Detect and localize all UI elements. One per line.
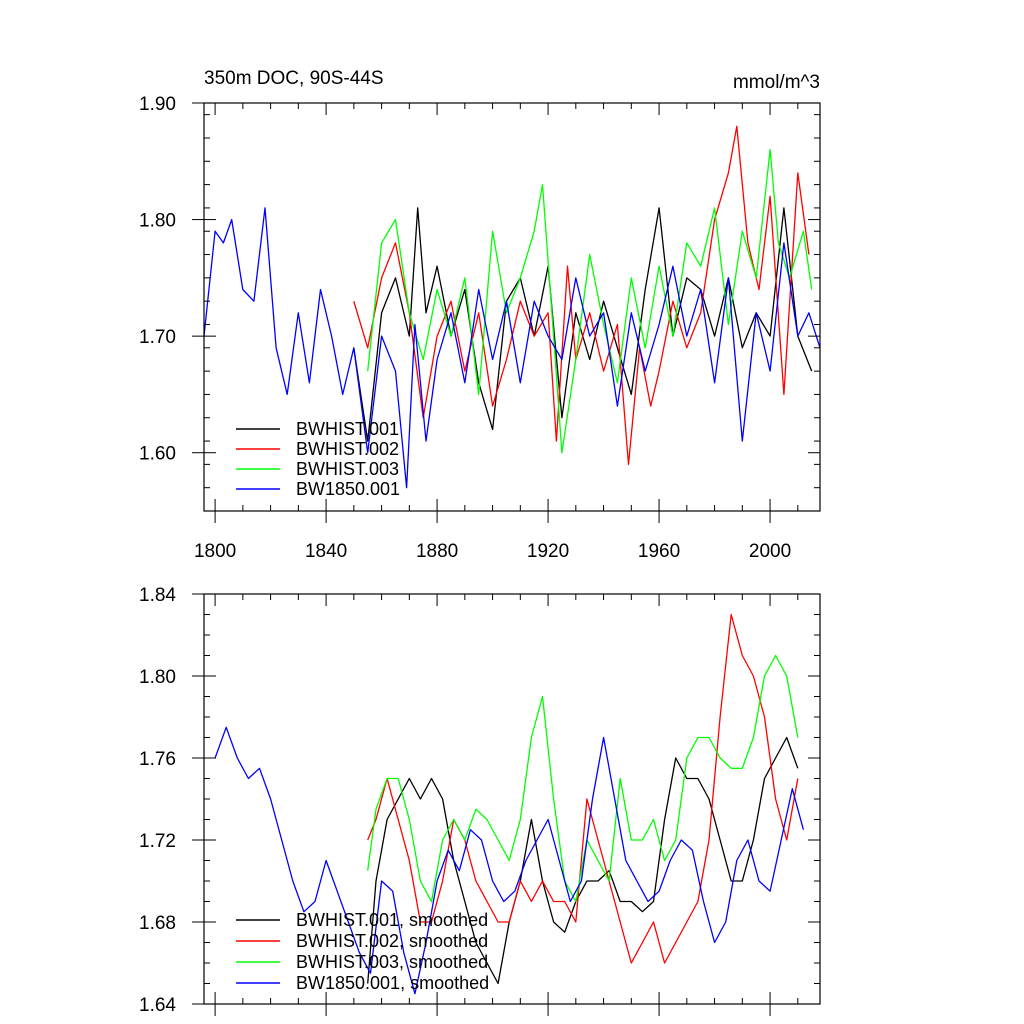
legend-label: BWHIST.003 bbox=[296, 459, 399, 479]
x-tick-label: 1840 bbox=[305, 541, 347, 562]
legend-label: BWHIST.002 bbox=[296, 439, 399, 459]
y-tick-label: 1.84 bbox=[139, 585, 176, 606]
y-tick-label: 1.60 bbox=[139, 444, 176, 465]
x-tick-label: 2000 bbox=[749, 541, 791, 562]
series-line-bwhist-002 bbox=[353, 125, 810, 466]
legend-label: BWHIST.001, smoothed bbox=[296, 910, 488, 930]
top-panel-series bbox=[203, 125, 821, 489]
top-panel-title: 350m DOC, 90S-44S bbox=[204, 68, 384, 89]
series-line-bw1850-001 bbox=[203, 207, 821, 489]
legend-label: BWHIST.001 bbox=[296, 419, 399, 439]
series-line-bwhist-003 bbox=[367, 148, 813, 454]
bottom-panel-series bbox=[214, 613, 805, 995]
y-tick-label: 1.90 bbox=[139, 94, 176, 115]
top-panel: 350m DOC, 90S-44S mmol/m^3 1800 1840 1880 1… bbox=[139, 68, 821, 562]
units-label: mmol/m^3 bbox=[733, 72, 820, 93]
x-tick-label: 1800 bbox=[194, 541, 236, 562]
y-tick-label: 1.68 bbox=[139, 913, 176, 934]
series-line-bwhist-003 bbox=[367, 654, 799, 903]
series-line-bwhist-001 bbox=[353, 207, 813, 442]
y-tick-label: 1.72 bbox=[139, 831, 176, 852]
x-tick-label: 1960 bbox=[638, 541, 680, 562]
series-line-bw1850-001 bbox=[214, 726, 805, 995]
series-line-bwhist-001 bbox=[367, 736, 799, 985]
bottom-panel-ticks: 1.64 1.68 1.72 1.76 1.80 1.84 bbox=[139, 585, 820, 1016]
x-tick-label: 1880 bbox=[416, 541, 458, 562]
legend-label: BWHIST.003, smoothed bbox=[296, 952, 488, 972]
bottom-panel: 1.64 1.68 1.72 1.76 1.80 1.84 BWHIST.001, smo… bbox=[139, 585, 821, 1016]
series-line-bwhist-002 bbox=[367, 613, 799, 964]
y-tick-label: 1.70 bbox=[139, 327, 176, 348]
legend-label: BW1850.001 bbox=[296, 479, 400, 499]
legend-label: BW1850.001, smoothed bbox=[296, 973, 489, 993]
top-panel-frame bbox=[203, 102, 821, 512]
y-tick-label: 1.76 bbox=[139, 749, 176, 770]
y-tick-label: 1.80 bbox=[139, 667, 176, 688]
x-tick-label: 1920 bbox=[527, 541, 569, 562]
top-panel-ticks: 1800 1840 1880 1920 1960 2000 1.60 1.70 1.80 1.90 bbox=[139, 94, 820, 562]
legend-label: BWHIST.002, smoothed bbox=[296, 931, 488, 951]
y-tick-label: 1.80 bbox=[139, 211, 176, 232]
y-tick-label: 1.64 bbox=[139, 995, 176, 1016]
